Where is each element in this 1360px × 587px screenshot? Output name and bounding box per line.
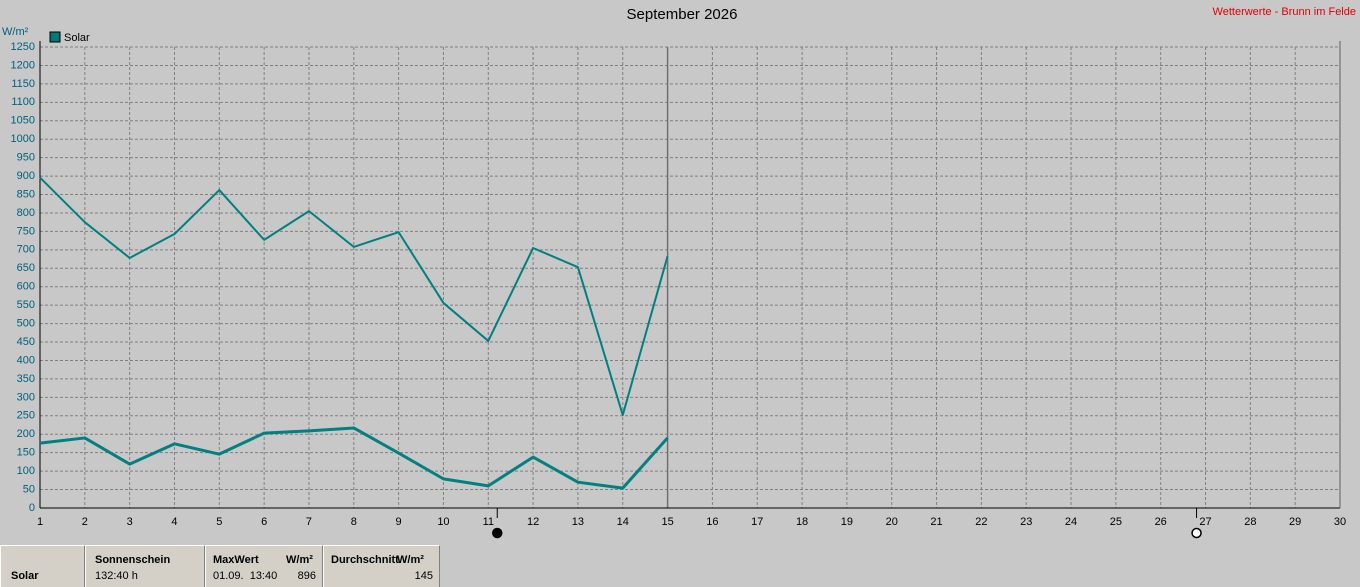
y-tick-label: 50 bbox=[23, 483, 35, 495]
x-tick-label: 7 bbox=[306, 516, 312, 528]
x-tick-label: 21 bbox=[930, 516, 942, 528]
legend-label: Solar bbox=[64, 32, 90, 44]
x-tick-label: 28 bbox=[1244, 516, 1256, 528]
series-line bbox=[39, 176, 669, 417]
header: Durchschnitt bbox=[331, 554, 399, 566]
value: 896 bbox=[297, 570, 316, 582]
y-tick-label: 200 bbox=[17, 428, 35, 440]
unit: W/m² bbox=[286, 554, 313, 566]
source-label: Wetterwerte - Brunn im Felde bbox=[1213, 6, 1356, 18]
x-tick-label: 14 bbox=[617, 516, 629, 528]
y-tick-label: 250 bbox=[17, 410, 35, 422]
y-tick-label: 450 bbox=[17, 336, 35, 348]
x-tick-label: 8 bbox=[351, 516, 357, 528]
x-tick-label: 17 bbox=[751, 516, 763, 528]
x-tick-label: 29 bbox=[1289, 516, 1301, 528]
max-cell: MaxWert W/m² 01.09. 13:40 896 bbox=[205, 545, 323, 587]
y-tick-label: 1200 bbox=[11, 59, 35, 71]
value: 132:40 h bbox=[95, 570, 138, 582]
x-tick-label: 4 bbox=[171, 516, 177, 528]
x-tick-label: 30 bbox=[1334, 516, 1346, 528]
x-tick-label: 24 bbox=[1065, 516, 1077, 528]
y-tick-label: 400 bbox=[17, 354, 35, 366]
x-tick-label: 12 bbox=[527, 516, 539, 528]
y-tick-label: 800 bbox=[17, 207, 35, 219]
y-tick-label: 650 bbox=[17, 262, 35, 274]
x-tick-label: 2 bbox=[82, 516, 88, 528]
y-tick-label: 700 bbox=[17, 244, 35, 256]
x-tick-label: 26 bbox=[1155, 516, 1167, 528]
value: 145 bbox=[414, 570, 433, 582]
x-tick-label: 5 bbox=[216, 516, 222, 528]
chart-title: September 2026 bbox=[627, 6, 738, 23]
x-tick-label: 27 bbox=[1199, 516, 1211, 528]
header: MaxWert bbox=[213, 554, 259, 566]
y-tick-label: 850 bbox=[17, 188, 35, 200]
x-tick-label: 3 bbox=[127, 516, 133, 528]
y-tick-label: 550 bbox=[17, 299, 35, 311]
x-tick-label: 9 bbox=[396, 516, 402, 528]
x-tick-label: 6 bbox=[261, 516, 267, 528]
moon-full bbox=[1191, 527, 1202, 539]
unit: W/m² bbox=[397, 554, 424, 566]
x-tick-label: 1 bbox=[37, 516, 43, 528]
x-tick-label: 16 bbox=[706, 516, 718, 528]
sunshine-cell: Sonnenschein 132:40 h bbox=[85, 545, 205, 587]
y-tick-label: 150 bbox=[17, 447, 35, 459]
y-tick-label: 350 bbox=[17, 373, 35, 385]
y-tick-label: 0 bbox=[29, 502, 35, 514]
y-tick-label: 950 bbox=[17, 152, 35, 164]
y-tick-label: 1150 bbox=[11, 78, 35, 90]
x-tick-label: 22 bbox=[975, 516, 987, 528]
row-label: Solar bbox=[11, 570, 39, 582]
x-tick-label: 10 bbox=[437, 516, 449, 528]
moon-new bbox=[491, 527, 503, 539]
y-tick-label: 1050 bbox=[11, 115, 35, 127]
legend-swatch bbox=[49, 31, 61, 43]
x-tick-label: 25 bbox=[1110, 516, 1122, 528]
avg-cell: Durchschnitt W/m² 145 bbox=[323, 545, 440, 587]
y-tick-label: 750 bbox=[17, 225, 35, 237]
x-tick-label: 15 bbox=[661, 516, 673, 528]
x-tick-label: 18 bbox=[796, 516, 808, 528]
y-tick-label: 1100 bbox=[11, 96, 35, 108]
chart: September 2026 Wetterwerte - Brunn im Fe… bbox=[2, 6, 1356, 539]
summary-label-cell: Solar bbox=[0, 545, 85, 587]
x-tick-label: 20 bbox=[886, 516, 898, 528]
y-unit: W/m² bbox=[2, 26, 29, 38]
date: 01.09. 13:40 bbox=[213, 570, 278, 582]
y-tick-label: 100 bbox=[17, 465, 35, 477]
x-tick-label: 11 bbox=[483, 516, 494, 528]
series-line bbox=[39, 426, 669, 490]
header: Sonnenschein bbox=[95, 554, 171, 566]
y-tick-label: 1250 bbox=[11, 41, 35, 53]
y-tick-label: 900 bbox=[17, 170, 35, 182]
y-tick-label: 600 bbox=[17, 281, 35, 293]
y-tick-label: 300 bbox=[17, 391, 35, 403]
x-tick-label: 23 bbox=[1020, 516, 1032, 528]
x-tick-label: 19 bbox=[841, 516, 853, 528]
y-tick-label: 500 bbox=[17, 318, 35, 330]
x-tick-label: 13 bbox=[572, 516, 584, 528]
y-tick-label: 1000 bbox=[11, 133, 35, 145]
